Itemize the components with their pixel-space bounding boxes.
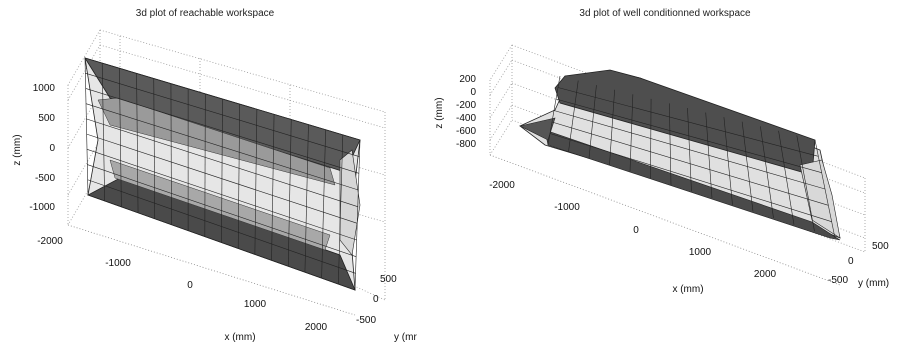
- surface-mesh-line: [557, 87, 819, 157]
- y-axis-label: y (mr: [394, 332, 417, 343]
- y-tick-label: 0: [848, 256, 854, 267]
- surface-mesh-line: [287, 119, 292, 267]
- y-tick-label: -500: [828, 275, 848, 286]
- z-tick-label: -200: [456, 100, 476, 111]
- z-tick-label: 1000: [33, 83, 56, 94]
- y-tick-label: -500: [356, 315, 376, 326]
- surface-mesh-line: [86, 118, 358, 207]
- z-tick-label: -800: [456, 139, 476, 150]
- x-axis-ticks: -2000 -1000 0 1000 2000: [489, 180, 776, 280]
- surface-mesh-line: [553, 110, 826, 190]
- reachable-surface: [84, 57, 361, 291]
- surface-mesh-line: [354, 139, 361, 291]
- surface-mesh-line: [85, 88, 359, 174]
- surface-mesh-line: [555, 98, 822, 173]
- surface-mesh-line: [271, 114, 275, 261]
- x-tick-label: -1000: [105, 258, 131, 269]
- y-axis-label: y (mm): [858, 278, 889, 289]
- z-tick-label: -600: [456, 126, 476, 137]
- y-tick-label: 500: [872, 241, 889, 252]
- x-axis-label: x (mm): [224, 332, 255, 343]
- z-tick-label: -400: [456, 113, 476, 124]
- surface-mesh-line: [86, 149, 357, 241]
- surface-mesh-line: [237, 104, 240, 249]
- x-tick-label: 1000: [244, 299, 267, 310]
- z-axis-ticks: 1000 500 0 -500 -1000: [29, 83, 55, 213]
- z-axis-label: z (mm): [434, 97, 445, 128]
- y-axis-ticks: 500 0 -500: [828, 241, 889, 286]
- x-axis-label: x (mm): [672, 284, 703, 295]
- x-tick-label: 2000: [754, 269, 777, 280]
- reachable-workspace-plot: 3d plot of reachable workspace: [12, 8, 417, 343]
- y-axis-ticks: 500 0 -500: [356, 274, 397, 326]
- chart-title: 3d plot of well conditionned workspace: [579, 8, 751, 19]
- surface-mesh-line: [338, 134, 344, 285]
- well-conditioned-workspace-plot: 3d plot of well conditionned workspace: [434, 8, 889, 295]
- z-tick-label: 200: [459, 74, 476, 85]
- surface-mesh-line: [85, 103, 359, 191]
- y-tick-label: 0: [373, 294, 379, 305]
- x-axis-ticks: -2000 -1000 0 1000 2000: [37, 236, 327, 333]
- surface-mesh-line: [170, 83, 172, 225]
- z-axis-label: z (mm): [12, 134, 23, 165]
- surface-mesh-line: [86, 133, 358, 224]
- surface-mesh-line: [304, 124, 309, 273]
- surface-mesh-line: [551, 121, 829, 206]
- z-tick-label: -500: [35, 173, 55, 184]
- surface-mesh-line: [549, 133, 832, 222]
- x-tick-label: 2000: [305, 322, 328, 333]
- x-tick-label: -2000: [37, 236, 63, 247]
- surface-mesh-line: [321, 129, 326, 279]
- z-tick-label: 0: [470, 87, 476, 98]
- x-tick-label: 1000: [689, 247, 712, 258]
- surface-mesh-line: [136, 73, 139, 213]
- z-tick-label: 500: [38, 113, 55, 124]
- y-tick-label: 500: [380, 274, 397, 285]
- x-tick-label: 0: [633, 225, 639, 236]
- surface-mesh-line: [87, 164, 357, 257]
- chart-title: 3d plot of reachable workspace: [136, 8, 275, 19]
- z-axis-ticks: 200 0 -200 -400 -600 -800: [456, 74, 476, 150]
- surface-mesh-line: [204, 93, 206, 237]
- x-tick-label: 0: [187, 280, 193, 291]
- surface-mesh-line: [85, 72, 360, 157]
- surface-mesh-line: [221, 98, 223, 243]
- well-conditioned-surface: [519, 69, 841, 241]
- x-tick-label: -2000: [489, 180, 515, 191]
- surface-mesh-line: [153, 78, 156, 219]
- surface-mesh-line: [254, 109, 258, 255]
- z-tick-label: 0: [49, 143, 55, 154]
- surface-mesh-line: [119, 68, 122, 207]
- surface-mesh-line: [101, 63, 105, 201]
- surface-mesh-line: [87, 179, 356, 274]
- surface-mesh-line: [84, 57, 89, 196]
- x-tick-label: -1000: [554, 202, 580, 213]
- z-tick-label: -1000: [29, 202, 55, 213]
